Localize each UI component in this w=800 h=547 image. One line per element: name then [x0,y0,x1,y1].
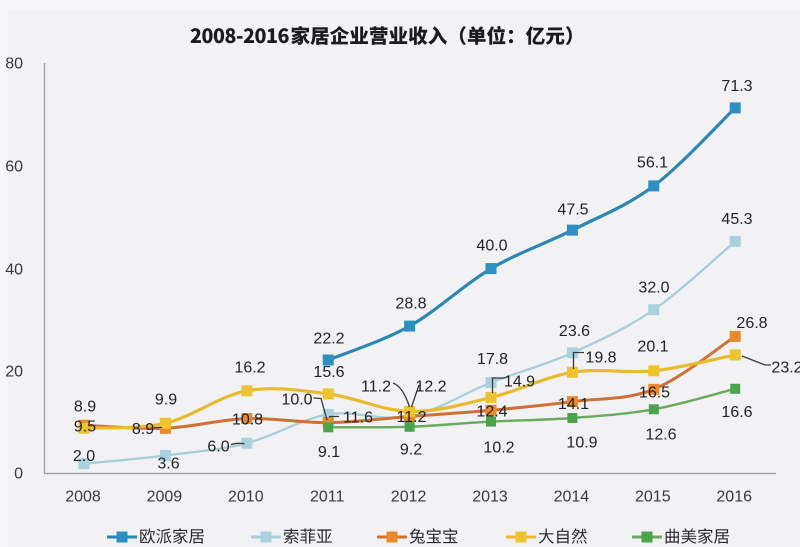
svg-text:56.1: 56.1 [637,155,668,172]
svg-text:32.0: 32.0 [638,280,669,297]
svg-text:40: 40 [5,262,23,279]
svg-text:0: 0 [14,466,23,483]
svg-text:71.3: 71.3 [721,78,752,95]
svg-text:9.9: 9.9 [155,392,177,409]
svg-text:10.9: 10.9 [566,435,597,452]
svg-text:2009: 2009 [147,489,183,506]
svg-text:9.1: 9.1 [318,444,340,461]
svg-text:2014: 2014 [554,489,590,506]
svg-text:10.8: 10.8 [232,412,263,429]
svg-text:2015: 2015 [635,489,671,506]
svg-text:10.2: 10.2 [483,440,514,457]
svg-text:2016: 2016 [716,489,752,506]
svg-text:12.4: 12.4 [476,404,507,421]
svg-text:11.2: 11.2 [361,379,391,396]
svg-text:9.2: 9.2 [400,442,422,459]
svg-text:2012: 2012 [391,489,427,506]
svg-text:60: 60 [5,159,23,176]
svg-text:16.5: 16.5 [639,384,670,401]
svg-text:2011: 2011 [310,489,345,506]
svg-text:8.9: 8.9 [74,399,96,416]
svg-text:17.8: 17.8 [477,351,508,368]
svg-text:23.6: 23.6 [559,323,590,340]
svg-text:2008: 2008 [65,489,101,506]
svg-text:9.5: 9.5 [74,418,96,435]
svg-text:6.0: 6.0 [207,439,229,456]
svg-text:16.6: 16.6 [721,404,752,421]
svg-text:10.0: 10.0 [281,392,312,409]
svg-text:3.6: 3.6 [157,456,179,473]
svg-text:12.6: 12.6 [645,427,676,444]
svg-text:20: 20 [5,364,23,381]
svg-text:12.2: 12.2 [415,379,446,396]
svg-text:15.6: 15.6 [313,364,344,381]
svg-text:26.8: 26.8 [736,315,767,332]
svg-text:14.1: 14.1 [558,396,589,413]
svg-text:23.2: 23.2 [771,360,800,377]
svg-text:20.1: 20.1 [637,339,668,356]
svg-text:80: 80 [5,56,23,73]
svg-text:11.2: 11.2 [397,409,427,426]
svg-text:14.9: 14.9 [504,374,535,391]
svg-text:11.6: 11.6 [343,410,373,427]
svg-text:28.8: 28.8 [395,296,426,313]
svg-text:40.0: 40.0 [476,238,507,255]
svg-text:19.8: 19.8 [585,350,616,367]
svg-text:45.3: 45.3 [721,211,752,228]
svg-text:2010: 2010 [228,489,264,506]
svg-text:2.0: 2.0 [73,448,95,465]
svg-text:8.9: 8.9 [132,421,154,438]
svg-text:22.2: 22.2 [313,331,344,348]
svg-text:47.5: 47.5 [557,202,588,219]
svg-text:2013: 2013 [472,489,508,506]
svg-text:16.2: 16.2 [234,360,265,377]
